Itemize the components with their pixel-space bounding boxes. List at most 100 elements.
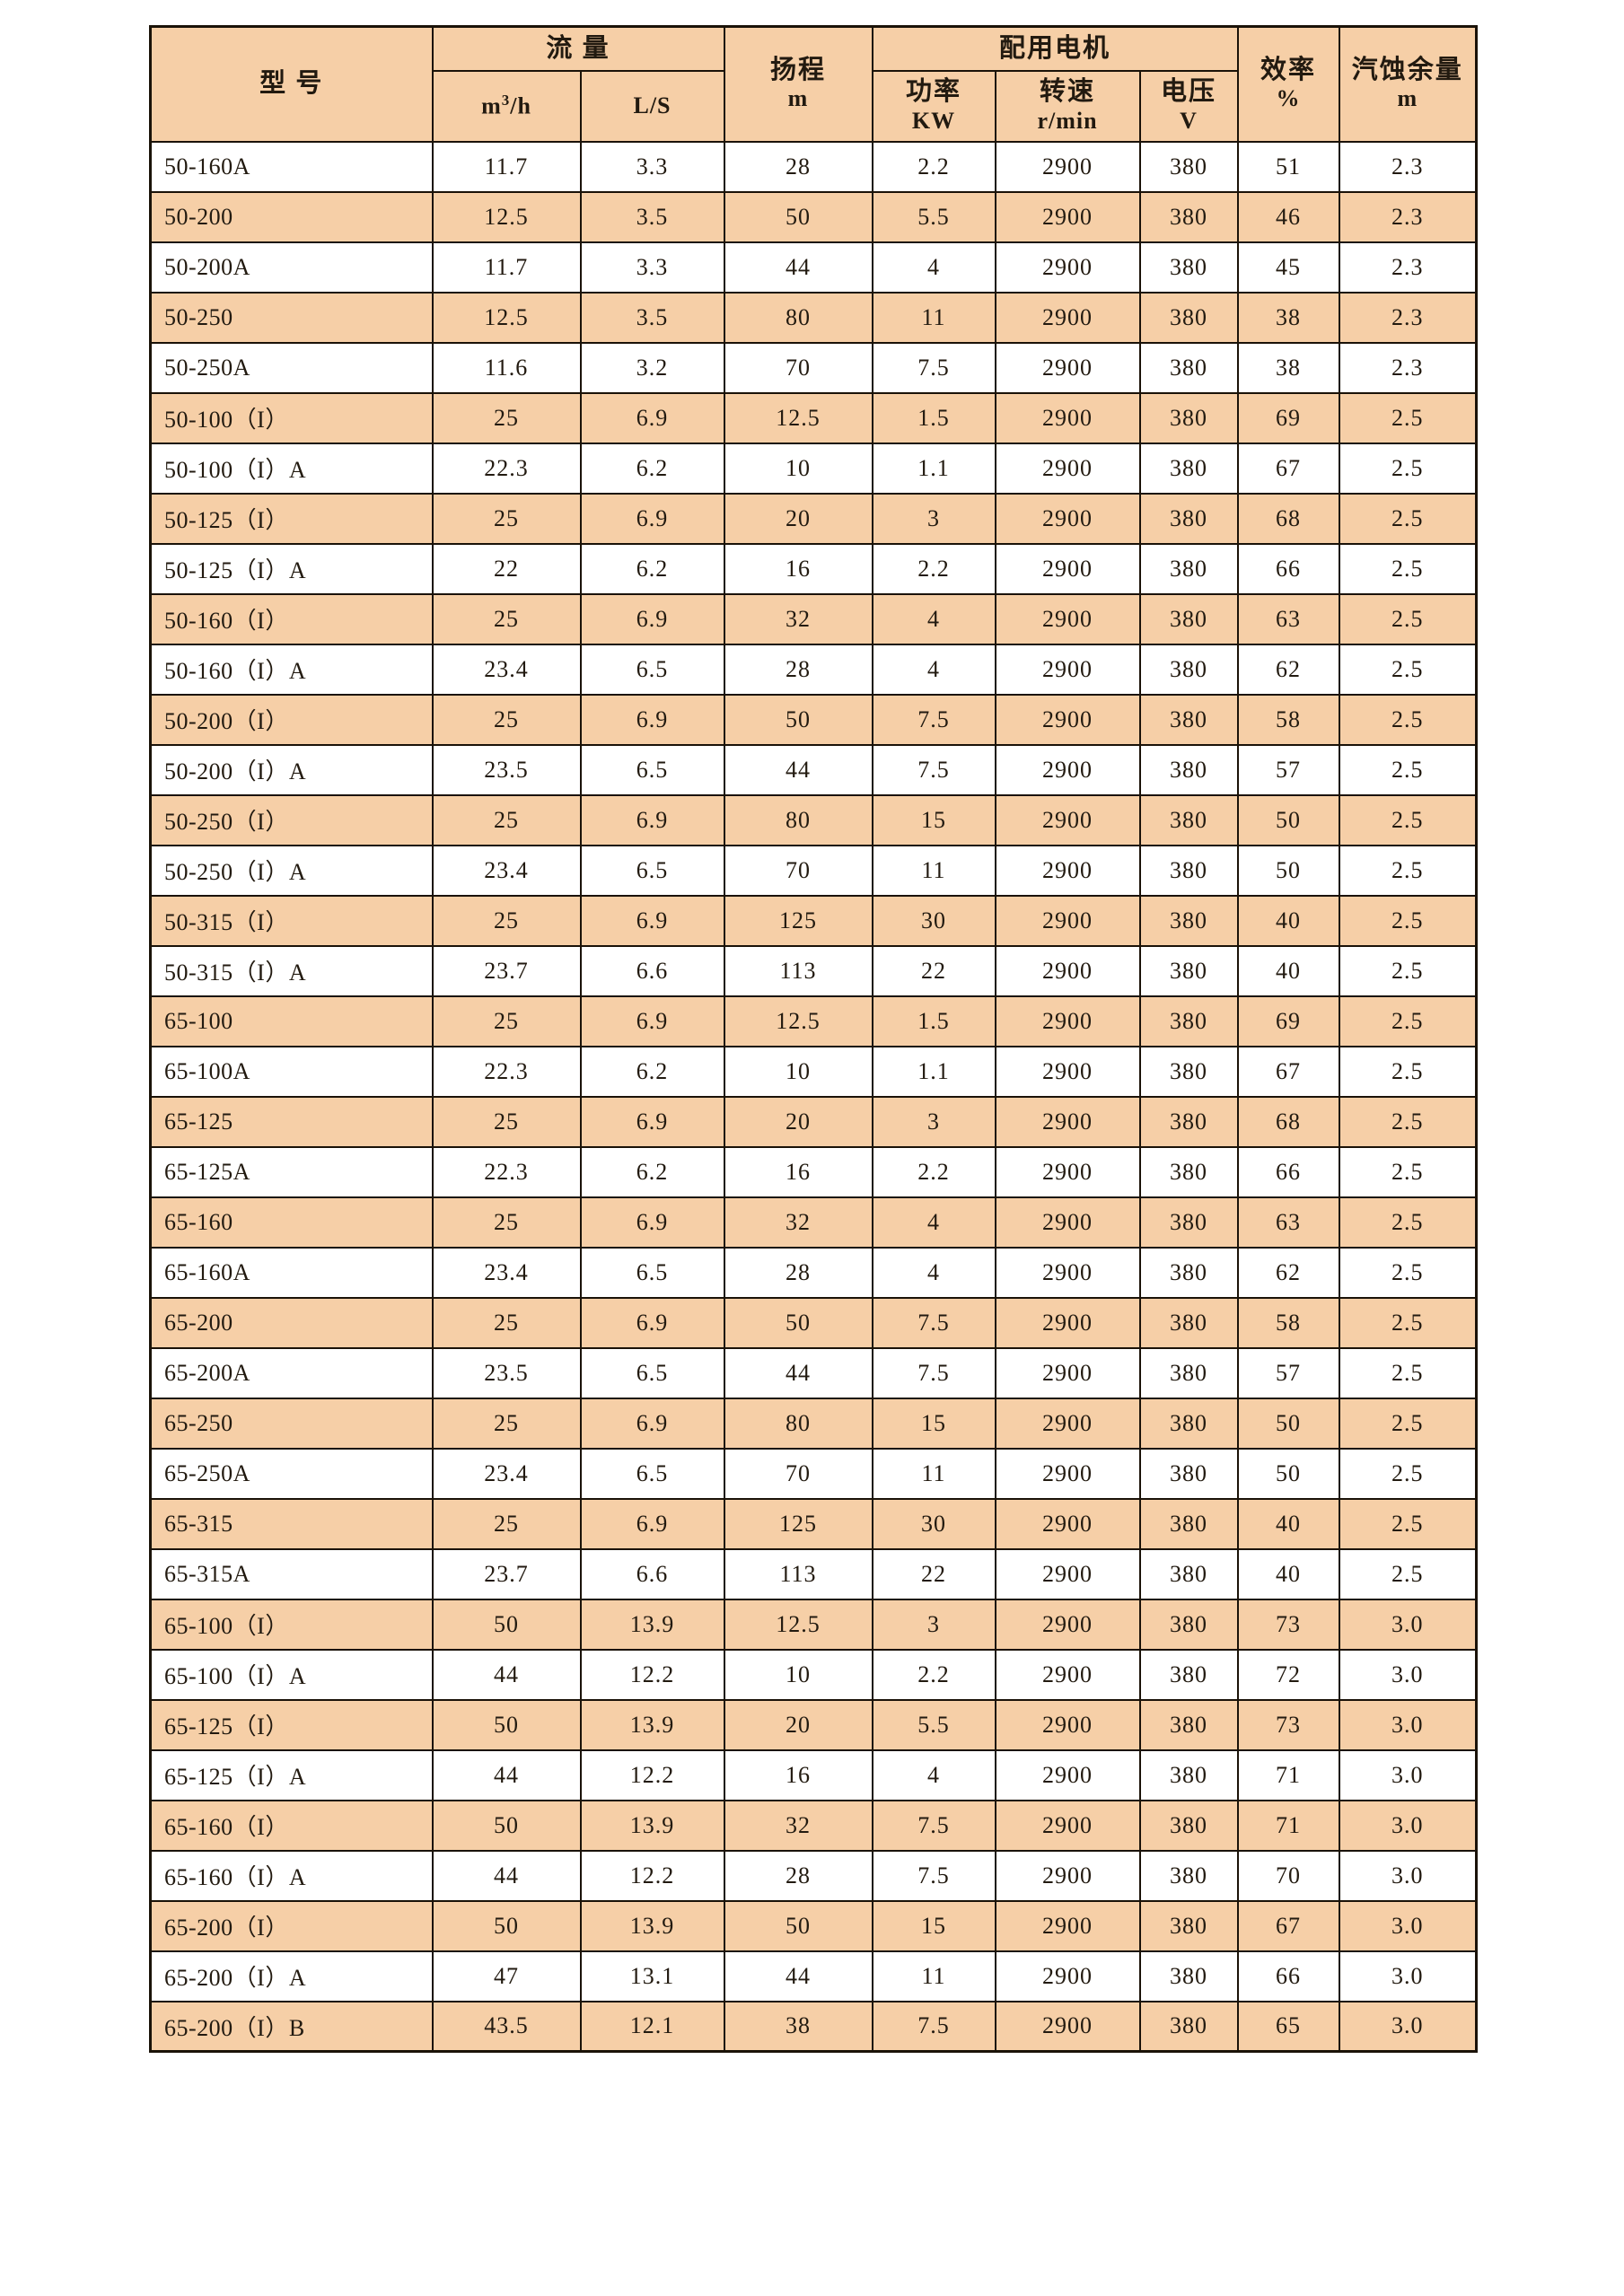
- cell-efficiency-pct: 66: [1236, 542, 1340, 595]
- cell-efficiency-pct: 46: [1236, 190, 1340, 243]
- cell-flow-m3h: 50: [431, 1899, 582, 1952]
- cell-npsh-m: 2.5: [1338, 1447, 1478, 1500]
- header-flow-m3h-label: m3/h: [481, 92, 531, 119]
- cell-power-kw: 4: [871, 241, 996, 294]
- cell-voltage-v: 380: [1138, 844, 1239, 897]
- cell-model: 65-160A: [149, 1246, 434, 1299]
- cell-head-m: 20: [723, 1698, 873, 1751]
- table-body: 50-160A 11.7 3.3 28 2.2 2900 380 51 2.3 …: [149, 140, 1478, 2053]
- cell-power-kw: 7.5: [871, 693, 996, 746]
- cell-head-m: 113: [723, 1547, 873, 1600]
- header-flow-m3h: m3/h: [431, 69, 582, 143]
- cell-power-kw: 4: [871, 1246, 996, 1299]
- cell-flow-m3h: 22: [431, 542, 582, 595]
- cell-speed-rpm: 2900: [994, 944, 1141, 997]
- table-row: 65-315 25 6.9 125 30 2900 380 40 2.5: [149, 1497, 1478, 1550]
- cell-flow-ls: 6.9: [579, 1196, 725, 1249]
- table-row: 65-200 25 6.9 50 7.5 2900 380 58 2.5: [149, 1296, 1478, 1349]
- cell-efficiency-pct: 67: [1236, 1045, 1340, 1098]
- cell-flow-ls: 6.6: [579, 944, 725, 997]
- header-model: 型 号: [149, 25, 434, 143]
- cell-speed-rpm: 2900: [994, 793, 1141, 846]
- cell-efficiency-pct: 45: [1236, 241, 1340, 294]
- cell-flow-m3h: 44: [431, 1849, 582, 1902]
- cell-head-m: 80: [723, 1397, 873, 1450]
- cell-npsh-m: 2.5: [1338, 643, 1478, 696]
- cell-head-m: 32: [723, 1196, 873, 1249]
- cell-voltage-v: 380: [1138, 1045, 1239, 1098]
- cell-head-m: 80: [723, 793, 873, 846]
- cell-flow-ls: 6.5: [579, 1346, 725, 1399]
- cell-model: 65-100: [149, 995, 434, 1047]
- cell-power-kw: 2.2: [871, 140, 996, 193]
- cell-power-kw: 22: [871, 1547, 996, 1600]
- cell-efficiency-pct: 51: [1236, 140, 1340, 193]
- cell-flow-m3h: 50: [431, 1698, 582, 1751]
- header-voltage: 电压 V: [1138, 69, 1239, 143]
- cell-npsh-m: 3.0: [1338, 1648, 1478, 1701]
- header-head-unit: m: [787, 85, 809, 112]
- cell-power-kw: 1.5: [871, 995, 996, 1047]
- cell-npsh-m: 2.5: [1338, 542, 1478, 595]
- cell-voltage-v: 380: [1138, 1397, 1239, 1450]
- cell-efficiency-pct: 72: [1236, 1648, 1340, 1701]
- cell-flow-m3h: 23.4: [431, 844, 582, 897]
- header-motor-group: 配用电机: [871, 25, 1239, 72]
- cell-npsh-m: 2.5: [1338, 592, 1478, 645]
- table-row: 50-315（I）A 23.7 6.6 113 22 2900 380 40 2…: [149, 944, 1478, 997]
- cell-flow-m3h: 11.7: [431, 140, 582, 193]
- cell-speed-rpm: 2900: [994, 391, 1141, 444]
- cell-head-m: 44: [723, 743, 873, 796]
- cell-efficiency-pct: 57: [1236, 743, 1340, 796]
- cell-flow-ls: 6.5: [579, 1246, 725, 1299]
- cell-head-m: 70: [723, 1447, 873, 1500]
- cell-voltage-v: 380: [1138, 442, 1239, 495]
- cell-flow-m3h: 11.7: [431, 241, 582, 294]
- cell-model: 65-250: [149, 1397, 434, 1450]
- table-row: 50-200（I）A 23.5 6.5 44 7.5 2900 380 57 2…: [149, 743, 1478, 796]
- cell-head-m: 28: [723, 1849, 873, 1902]
- cell-efficiency-pct: 66: [1236, 1950, 1340, 2002]
- header-power-unit: KW: [911, 107, 956, 134]
- table-row: 65-125 25 6.9 20 3 2900 380 68 2.5: [149, 1095, 1478, 1148]
- cell-npsh-m: 2.5: [1338, 1547, 1478, 1600]
- header-motor-group-label: 配用电机: [999, 33, 1111, 63]
- table-row: 65-125（I）A 44 12.2 16 4 2900 380 71 3.0: [149, 1748, 1478, 1801]
- cell-efficiency-pct: 58: [1236, 1296, 1340, 1349]
- cell-npsh-m: 2.5: [1338, 1497, 1478, 1550]
- table-row: 65-200（I）A 47 13.1 44 11 2900 380 66 3.0: [149, 1950, 1478, 2002]
- cell-head-m: 50: [723, 1296, 873, 1349]
- cell-speed-rpm: 2900: [994, 291, 1141, 344]
- cell-efficiency-pct: 58: [1236, 693, 1340, 746]
- cell-flow-ls: 3.3: [579, 241, 725, 294]
- table-row: 50-200A 11.7 3.3 44 4 2900 380 45 2.3: [149, 241, 1478, 294]
- cell-npsh-m: 2.3: [1338, 190, 1478, 243]
- cell-efficiency-pct: 68: [1236, 492, 1340, 545]
- cell-power-kw: 7.5: [871, 1849, 996, 1902]
- cell-flow-m3h: 23.5: [431, 1346, 582, 1399]
- cell-head-m: 10: [723, 442, 873, 495]
- cell-speed-rpm: 2900: [994, 1246, 1141, 1299]
- table-row: 50-250（I）A 23.4 6.5 70 11 2900 380 50 2.…: [149, 844, 1478, 897]
- cell-head-m: 80: [723, 291, 873, 344]
- cell-npsh-m: 2.5: [1338, 1196, 1478, 1249]
- cell-voltage-v: 380: [1138, 1849, 1239, 1902]
- header-voltage-label: 电压: [1161, 77, 1217, 107]
- cell-voltage-v: 380: [1138, 190, 1239, 243]
- cell-head-m: 28: [723, 1246, 873, 1299]
- cell-flow-ls: 6.9: [579, 492, 725, 545]
- cell-efficiency-pct: 69: [1236, 995, 1340, 1047]
- cell-efficiency-pct: 67: [1236, 442, 1340, 495]
- cell-model: 65-125A: [149, 1145, 434, 1198]
- pump-spec-table: 型 号 流 量 扬程 m 配用电机 效率 % 汽蚀余量 m: [149, 25, 1479, 2053]
- cell-power-kw: 15: [871, 1899, 996, 1952]
- cell-voltage-v: 380: [1138, 1899, 1239, 1952]
- cell-voltage-v: 380: [1138, 1648, 1239, 1701]
- cell-model: 65-315: [149, 1497, 434, 1550]
- cell-speed-rpm: 2900: [994, 1748, 1141, 1801]
- cell-flow-m3h: 25: [431, 492, 582, 545]
- cell-efficiency-pct: 40: [1236, 944, 1340, 997]
- table-row: 50-160A 11.7 3.3 28 2.2 2900 380 51 2.3: [149, 140, 1478, 193]
- cell-power-kw: 5.5: [871, 190, 996, 243]
- cell-voltage-v: 380: [1138, 391, 1239, 444]
